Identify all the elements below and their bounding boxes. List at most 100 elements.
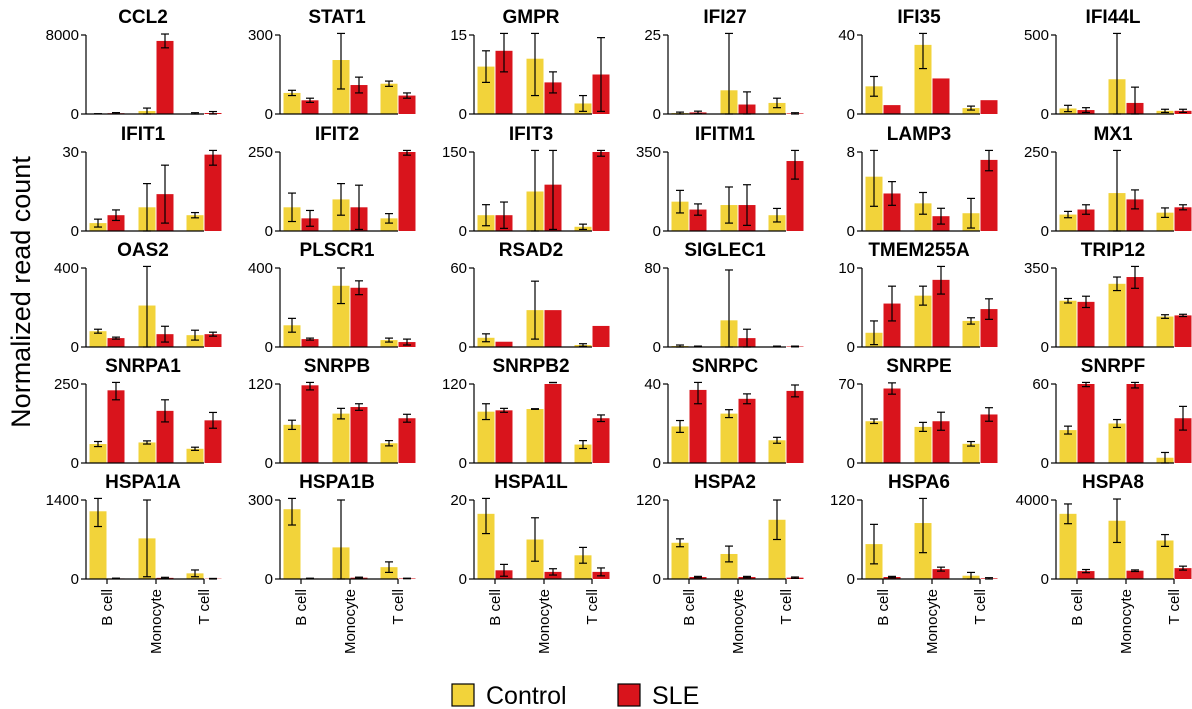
y-tick-label: 0 — [71, 339, 79, 356]
bar-sle-b-cell — [301, 339, 319, 347]
y-tick-label: 0 — [1041, 106, 1049, 123]
panel-ifit1: IFIT1 0 30 — [62, 124, 222, 240]
bar-control-monocyte — [332, 285, 350, 347]
error-bar — [209, 577, 217, 580]
y-tick-label: 0 — [459, 455, 467, 472]
error-bar — [579, 223, 587, 231]
bar-control-t-cell — [186, 448, 204, 463]
legend-item-sle: SLE — [617, 682, 699, 709]
x-tick-label: B cell — [1069, 589, 1086, 626]
panel-title: SNRPB2 — [492, 356, 569, 377]
error-bar — [385, 440, 393, 447]
y-tick-label: 25 — [644, 27, 661, 44]
error-bar — [1131, 569, 1139, 573]
bar-sle-t-cell — [1174, 418, 1192, 463]
error-bar — [337, 407, 345, 420]
bar-sle-monocyte — [932, 569, 950, 579]
bar-sle-b-cell — [107, 390, 125, 463]
error-bar — [161, 576, 169, 580]
panel-title: TRIP12 — [1081, 240, 1145, 261]
bar-sle-t-cell — [398, 418, 416, 463]
error-bar — [1179, 565, 1187, 571]
x-tick-label: T cell — [778, 589, 795, 625]
x-tick-label: Monocyte — [148, 589, 165, 654]
y-tick-label: 0 — [847, 339, 855, 356]
error-bar — [1161, 108, 1169, 114]
error-bar — [870, 149, 878, 207]
error-bar — [694, 203, 702, 216]
bar-control-t-cell — [1156, 540, 1174, 579]
error-bar — [531, 280, 539, 340]
panel-plscr1: PLSCR1 0 400 — [248, 240, 416, 356]
panel-title: OAS2 — [117, 240, 169, 261]
bar-sle-t-cell — [592, 325, 610, 347]
error-bar — [919, 191, 927, 215]
y-tick-label: 0 — [265, 571, 273, 588]
bar-sle-b-cell — [107, 338, 125, 347]
y-tick-label: 0 — [1041, 571, 1049, 588]
x-tick-label: B cell — [487, 589, 504, 626]
y-tick-label: 10 — [838, 260, 855, 277]
panel-hspa1l: HSPA1L 0 20 B cell Monocyte T cell — [450, 472, 610, 654]
error-bar — [1064, 210, 1072, 219]
error-bar — [500, 563, 508, 577]
panel-title: IFITM1 — [695, 124, 756, 145]
error-bar — [549, 568, 557, 576]
panel-snrpe: SNRPE 0 70 — [838, 356, 998, 472]
error-bar — [579, 440, 587, 450]
bar-control-monocyte — [138, 442, 156, 463]
bar-sle-t-cell — [592, 418, 610, 463]
error-bar — [337, 267, 345, 305]
bar-sle-t-cell — [980, 100, 998, 114]
panel-title: IFI27 — [703, 7, 746, 28]
bar-control-monocyte — [526, 409, 544, 463]
error-bar — [1179, 108, 1187, 114]
error-bar — [597, 567, 605, 577]
bar-control-monocyte — [914, 426, 932, 463]
panel-snrpc: SNRPC 0 40 — [644, 356, 804, 472]
error-bar — [403, 92, 411, 99]
error-bar — [1064, 104, 1072, 113]
x-tick-label: Monocyte — [342, 589, 359, 654]
bar-control-monocyte — [720, 553, 738, 579]
bar-sle-b-cell — [1077, 209, 1095, 231]
panel-title: HSPA6 — [888, 472, 950, 493]
error-bar — [1161, 533, 1169, 548]
bar-control-t-cell — [962, 320, 980, 347]
error-bar — [191, 446, 199, 451]
error-bar — [337, 183, 345, 216]
error-bar — [773, 97, 781, 109]
error-bar — [288, 419, 296, 431]
error-bar — [1082, 381, 1090, 388]
error-bar — [676, 538, 684, 548]
error-bar — [355, 576, 363, 579]
error-bar — [676, 189, 684, 214]
panel-title: SNRPB — [304, 356, 371, 377]
error-bar — [937, 207, 945, 225]
bar-sle-t-cell — [204, 334, 222, 347]
bar-sle-monocyte — [156, 410, 174, 463]
bar-control-b-cell — [477, 411, 495, 463]
error-bar — [919, 285, 927, 306]
bar-sle-b-cell — [689, 389, 707, 463]
error-bar — [306, 381, 314, 391]
error-bar — [1064, 297, 1072, 304]
bar-control-monocyte — [914, 203, 932, 231]
panel-hspa1b: HSPA1B 0 300 B cell Monocyte T cell — [248, 472, 416, 654]
legend: Control SLE — [451, 682, 699, 709]
bar-sle-monocyte — [544, 310, 562, 347]
y-axis-label: Normalized read count — [6, 156, 36, 428]
error-bar — [1082, 568, 1090, 574]
y-tick-label: 15 — [450, 27, 467, 44]
bar-sle-monocyte — [932, 421, 950, 463]
error-bar — [773, 436, 781, 444]
bar-control-b-cell — [1059, 300, 1077, 347]
bar-sle-b-cell — [107, 215, 125, 231]
error-bar — [403, 577, 411, 580]
y-tick-label: 60 — [1032, 376, 1049, 393]
error-bar — [1113, 418, 1121, 429]
error-bar — [937, 265, 945, 295]
y-tick-label: 500 — [1024, 27, 1049, 44]
bar-control-t-cell — [768, 519, 786, 579]
